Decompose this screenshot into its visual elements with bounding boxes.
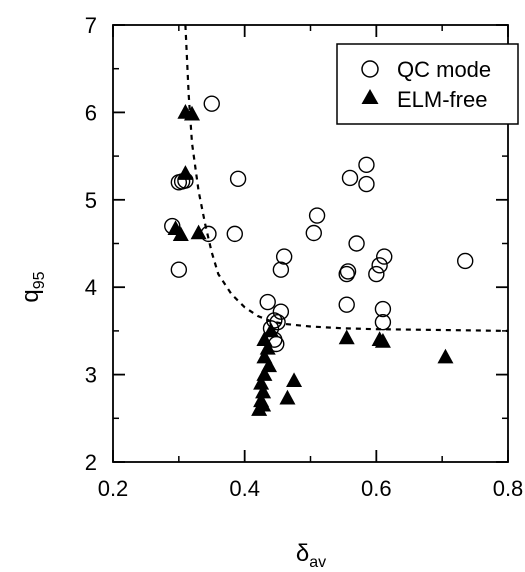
x-axis-label-sub: av: [309, 554, 326, 571]
qc-mode-point: [266, 312, 283, 329]
legend-elm-label: ELM-free: [397, 87, 487, 112]
qc-mode-point: [338, 296, 355, 313]
qc-mode-point: [341, 169, 359, 187]
elm-free-point: [255, 396, 272, 412]
qc-mode-point: [305, 224, 322, 242]
qc-mode-point: [371, 257, 388, 274]
elm-free-point: [263, 322, 279, 338]
y-axis-label: q95: [17, 271, 48, 302]
qc-mode-point: [339, 263, 357, 280]
qc-mode-point: [272, 261, 290, 278]
qc-mode-point: [259, 293, 276, 311]
y-tick-label: 4: [85, 275, 97, 300]
elm-free-point: [253, 374, 270, 390]
y-tick-label: 7: [85, 13, 97, 38]
y-tick-label: 5: [85, 188, 97, 213]
qc-mode-point: [226, 225, 243, 243]
y-tick-label: 2: [85, 450, 97, 475]
qc-mode-point: [203, 95, 220, 112]
fit-curve: [184, 24, 509, 332]
legend: QC mode ELM-free: [336, 43, 519, 125]
elm-free-point: [172, 226, 189, 242]
elm-free-point: [255, 383, 272, 399]
elm-free-point: [374, 332, 391, 348]
qc-mode-point: [457, 252, 474, 270]
y-tick-label: 3: [85, 363, 97, 388]
qc-mode-point: [376, 248, 393, 265]
x-tick-label: 0.6: [361, 476, 392, 501]
x-tick-label: 0.4: [229, 476, 260, 501]
elm-free-point: [437, 348, 454, 364]
elm-free-point: [338, 329, 355, 345]
elm-free-point: [184, 105, 200, 121]
qc-mode-point: [229, 170, 247, 188]
qc-mode-point: [269, 313, 286, 331]
x-tick-label: 0.2: [98, 476, 129, 501]
fit-curve-layer: [184, 24, 509, 332]
qc-mode-point: [374, 300, 392, 318]
legend-qc-marker: [361, 60, 379, 78]
qc-mode-point: [374, 313, 392, 331]
y-axis-label-main: q: [17, 289, 44, 302]
qc-mode-point: [170, 261, 188, 278]
qc-mode-point: [358, 156, 375, 174]
x-tick-label: 0.8: [493, 476, 524, 501]
qc-mode-point: [358, 175, 375, 193]
legend-qc-label: QC mode: [397, 57, 491, 82]
y-axis-label-sub: 95: [31, 271, 48, 289]
x-axis-label-main: δ: [296, 540, 309, 567]
legend-box: [336, 43, 519, 125]
elm-free-point: [279, 389, 296, 405]
qc-mode-point: [348, 235, 365, 252]
y-tick-label: 6: [85, 100, 97, 125]
x-axis-label: δav: [296, 540, 326, 571]
data-points-layer: [164, 95, 474, 416]
elm-free-point: [190, 224, 207, 240]
ticks-layer: 0.2 0.4 0.6 0.8 2 3 4 5 6 7: [85, 13, 524, 501]
elm-free-point: [177, 165, 194, 180]
qc-mode-point: [308, 207, 326, 224]
qc-mode-point: [272, 303, 290, 320]
elm-free-point: [286, 372, 303, 388]
qc-mode-point: [368, 265, 385, 283]
qc-mode-point: [338, 265, 355, 283]
legend-elm-marker: [361, 89, 379, 104]
qc-mode-point: [275, 248, 293, 265]
